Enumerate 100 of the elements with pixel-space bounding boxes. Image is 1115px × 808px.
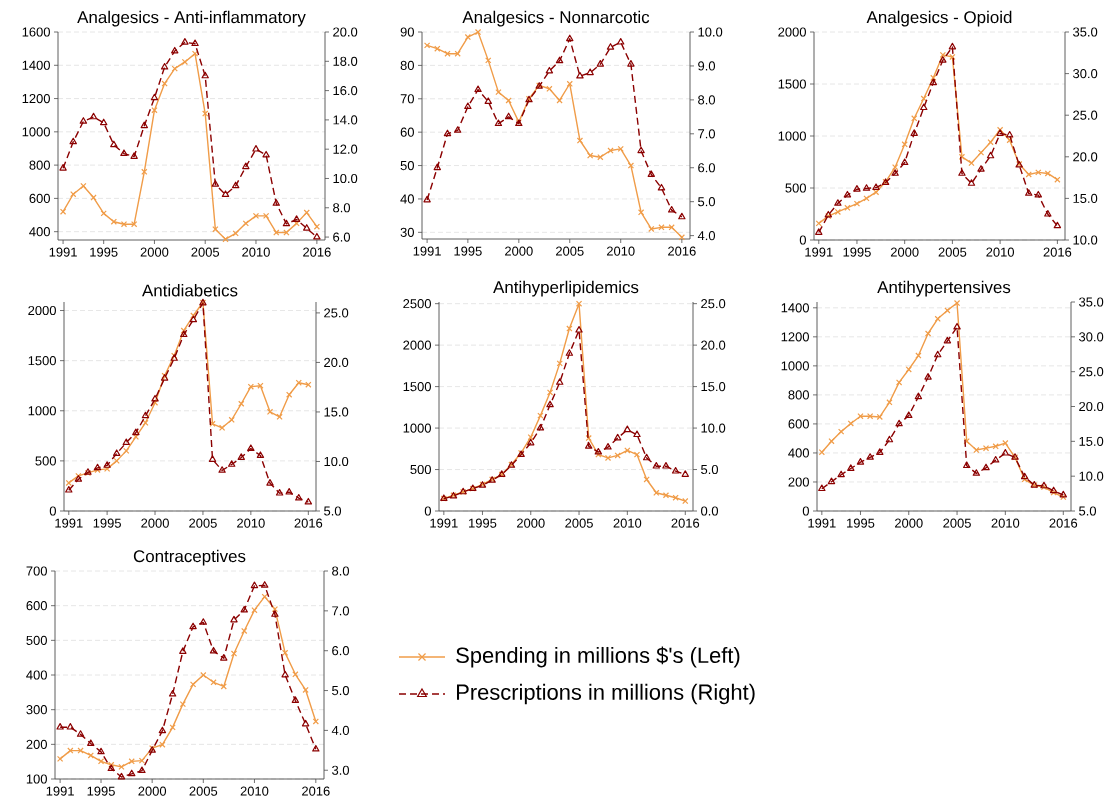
point <box>876 413 883 421</box>
point <box>627 60 635 67</box>
y-tick-label: 1000 <box>781 361 809 371</box>
point <box>230 615 238 623</box>
point <box>934 315 941 322</box>
point <box>271 610 279 617</box>
point <box>221 190 230 197</box>
point <box>575 300 583 307</box>
x-tick-label: 2000 <box>138 786 167 796</box>
point <box>218 466 226 473</box>
point <box>59 208 67 215</box>
point <box>576 137 584 144</box>
y-tick-label: 1400 <box>781 303 809 313</box>
point <box>671 467 680 474</box>
point <box>266 479 274 486</box>
point <box>546 400 554 408</box>
point <box>838 428 845 435</box>
point <box>667 205 676 213</box>
point <box>423 195 431 203</box>
point <box>220 654 228 661</box>
y2-tick-label: 7.0 <box>332 606 350 616</box>
point <box>617 37 625 45</box>
y2-tick-label: 10.0 <box>1079 471 1104 481</box>
x-tick-label: 2005 <box>565 518 593 528</box>
y2-tick-label: 10.0 <box>698 27 723 37</box>
point <box>80 182 87 190</box>
y-tick-label: 50 <box>400 160 414 171</box>
y2-tick-label: 0.0 <box>701 506 719 516</box>
y-tick-label: 800 <box>788 390 809 400</box>
point <box>158 726 167 734</box>
y-tick-label: 1400 <box>22 60 50 70</box>
y2-tick-label: 20.0 <box>324 357 349 368</box>
point <box>662 492 670 499</box>
point <box>67 747 74 754</box>
point <box>678 212 686 220</box>
point <box>843 190 852 198</box>
y-tick-label: 1000 <box>778 131 806 141</box>
point <box>565 349 574 356</box>
y-tick-label: 1500 <box>28 356 56 366</box>
y2-tick-label: 4.0 <box>331 725 350 735</box>
point <box>905 411 913 418</box>
point <box>834 199 842 206</box>
y-tick-label: 1000 <box>22 127 50 137</box>
y-tick-label: 2000 <box>778 27 806 37</box>
point <box>69 137 77 145</box>
point <box>474 85 482 93</box>
chart-title: Antidiabetics <box>142 284 238 297</box>
point <box>212 226 219 233</box>
y-tick-label: 600 <box>788 419 809 429</box>
point <box>905 366 912 373</box>
point <box>291 696 300 703</box>
point <box>151 107 158 114</box>
point <box>56 723 64 730</box>
point <box>313 223 321 230</box>
point <box>953 322 961 330</box>
point <box>222 236 229 243</box>
point <box>150 93 159 101</box>
point <box>968 159 975 167</box>
point <box>210 679 217 686</box>
point <box>171 46 179 54</box>
x-tick-label: 1995 <box>93 518 121 528</box>
point <box>250 581 259 589</box>
x-tick-label: 1995 <box>469 518 497 528</box>
point <box>637 209 645 216</box>
y-tick-label: 200 <box>788 477 809 487</box>
point <box>920 103 928 111</box>
point <box>648 225 655 233</box>
point <box>228 416 235 423</box>
point <box>285 487 293 495</box>
point <box>657 183 666 191</box>
point <box>844 204 851 211</box>
legend-label: Spending in millions $'s (Left) <box>456 646 740 668</box>
point <box>132 428 140 436</box>
point <box>504 112 513 120</box>
point <box>876 448 884 455</box>
point <box>1025 171 1032 178</box>
point <box>181 38 189 45</box>
point <box>1044 210 1052 217</box>
point <box>1005 130 1014 138</box>
x-tick-label: 2005 <box>189 786 218 796</box>
y-tick-label: 500 <box>785 183 806 193</box>
point <box>617 145 624 153</box>
y2-tick-label: 18.0 <box>333 56 358 66</box>
x-tick-label: 2016 <box>302 786 330 796</box>
point <box>986 151 995 159</box>
x-tick-label: 1991 <box>46 786 74 796</box>
point <box>900 158 909 166</box>
point <box>962 461 971 469</box>
y2-tick-label: 35.0 <box>1079 297 1104 307</box>
point <box>262 150 270 158</box>
point <box>857 413 864 420</box>
point <box>958 153 966 160</box>
point <box>853 185 861 192</box>
y-tick-label: 40 <box>400 194 414 204</box>
y-tick-label: 2000 <box>28 305 56 316</box>
point <box>202 110 209 117</box>
y2-tick-label: 25.0 <box>1079 367 1104 377</box>
point <box>251 607 258 614</box>
point <box>127 769 136 777</box>
x-tick-label: 2005 <box>943 518 971 528</box>
